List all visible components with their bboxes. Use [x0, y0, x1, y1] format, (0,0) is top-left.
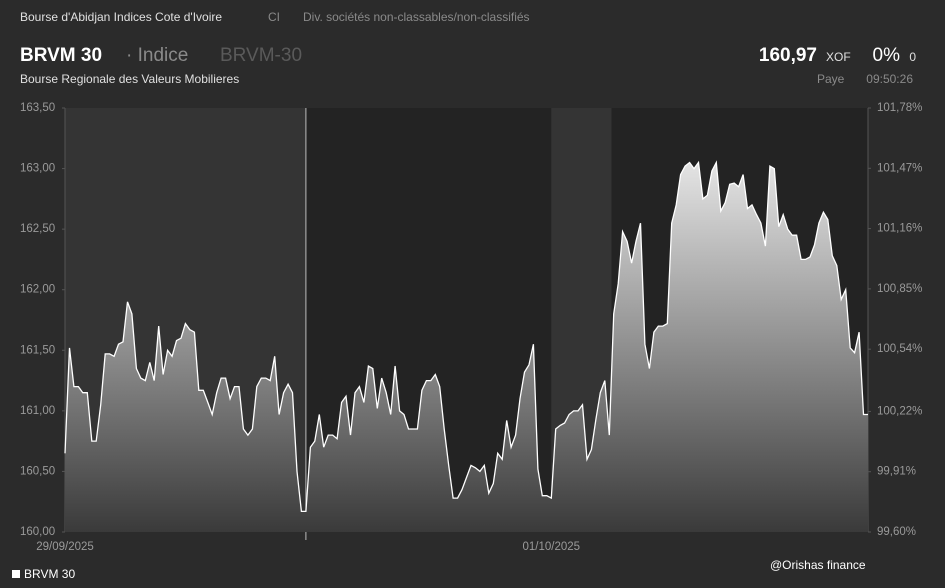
time: 09:50:26	[866, 72, 913, 86]
y-tick-label: 160,50	[20, 465, 55, 477]
y2-tick-label: 101,16%	[877, 223, 922, 235]
price: 160,97	[759, 45, 817, 66]
legend-label: BRVM 30	[24, 567, 75, 581]
code: BRVM-30	[220, 45, 302, 66]
credit: @Orishas finance	[770, 558, 866, 572]
kind: · Indice	[126, 45, 188, 66]
y-tick-label: 163,00	[20, 163, 55, 175]
y-tick-label: 161,00	[20, 405, 55, 417]
exchange: Bourse d'Abidjan Indices Cote d'Ivoire	[20, 10, 222, 24]
change: 0	[909, 50, 916, 64]
line	[64, 160, 868, 513]
x-tick-label: 01/10/2025	[522, 541, 580, 553]
y-tick-label: 161,50	[20, 344, 55, 356]
y2-tick-label: 100,54%	[877, 343, 922, 355]
y-tick-label: 162,00	[20, 284, 55, 296]
symbol: BRVM 30	[20, 45, 102, 66]
y2-tick-label: 101,78%	[877, 102, 922, 114]
currency: XOF	[826, 50, 851, 64]
area	[65, 162, 868, 532]
y2-tick-label: 100,85%	[877, 283, 922, 295]
issuer: Bourse Regionale des Valeurs Mobilieres	[20, 72, 239, 86]
y-tick-label: 160,00	[20, 526, 55, 538]
country: CI	[268, 10, 280, 24]
sector: Div. sociétés non-classables/non-classif…	[303, 10, 530, 24]
status: Paye	[817, 72, 845, 86]
y-tick-label: 163,50	[20, 102, 55, 114]
change-pct: 0%	[873, 45, 901, 66]
x-tick-label: 29/09/2025	[36, 541, 94, 553]
y-tick-label: 162,50	[20, 223, 55, 235]
y2-tick-label: 101,47%	[877, 162, 922, 174]
y2-tick-label: 99,60%	[877, 526, 916, 538]
y2-tick-label: 100,22%	[877, 405, 922, 417]
y2-tick-label: 99,91%	[877, 466, 916, 478]
legend-swatch	[12, 570, 20, 578]
